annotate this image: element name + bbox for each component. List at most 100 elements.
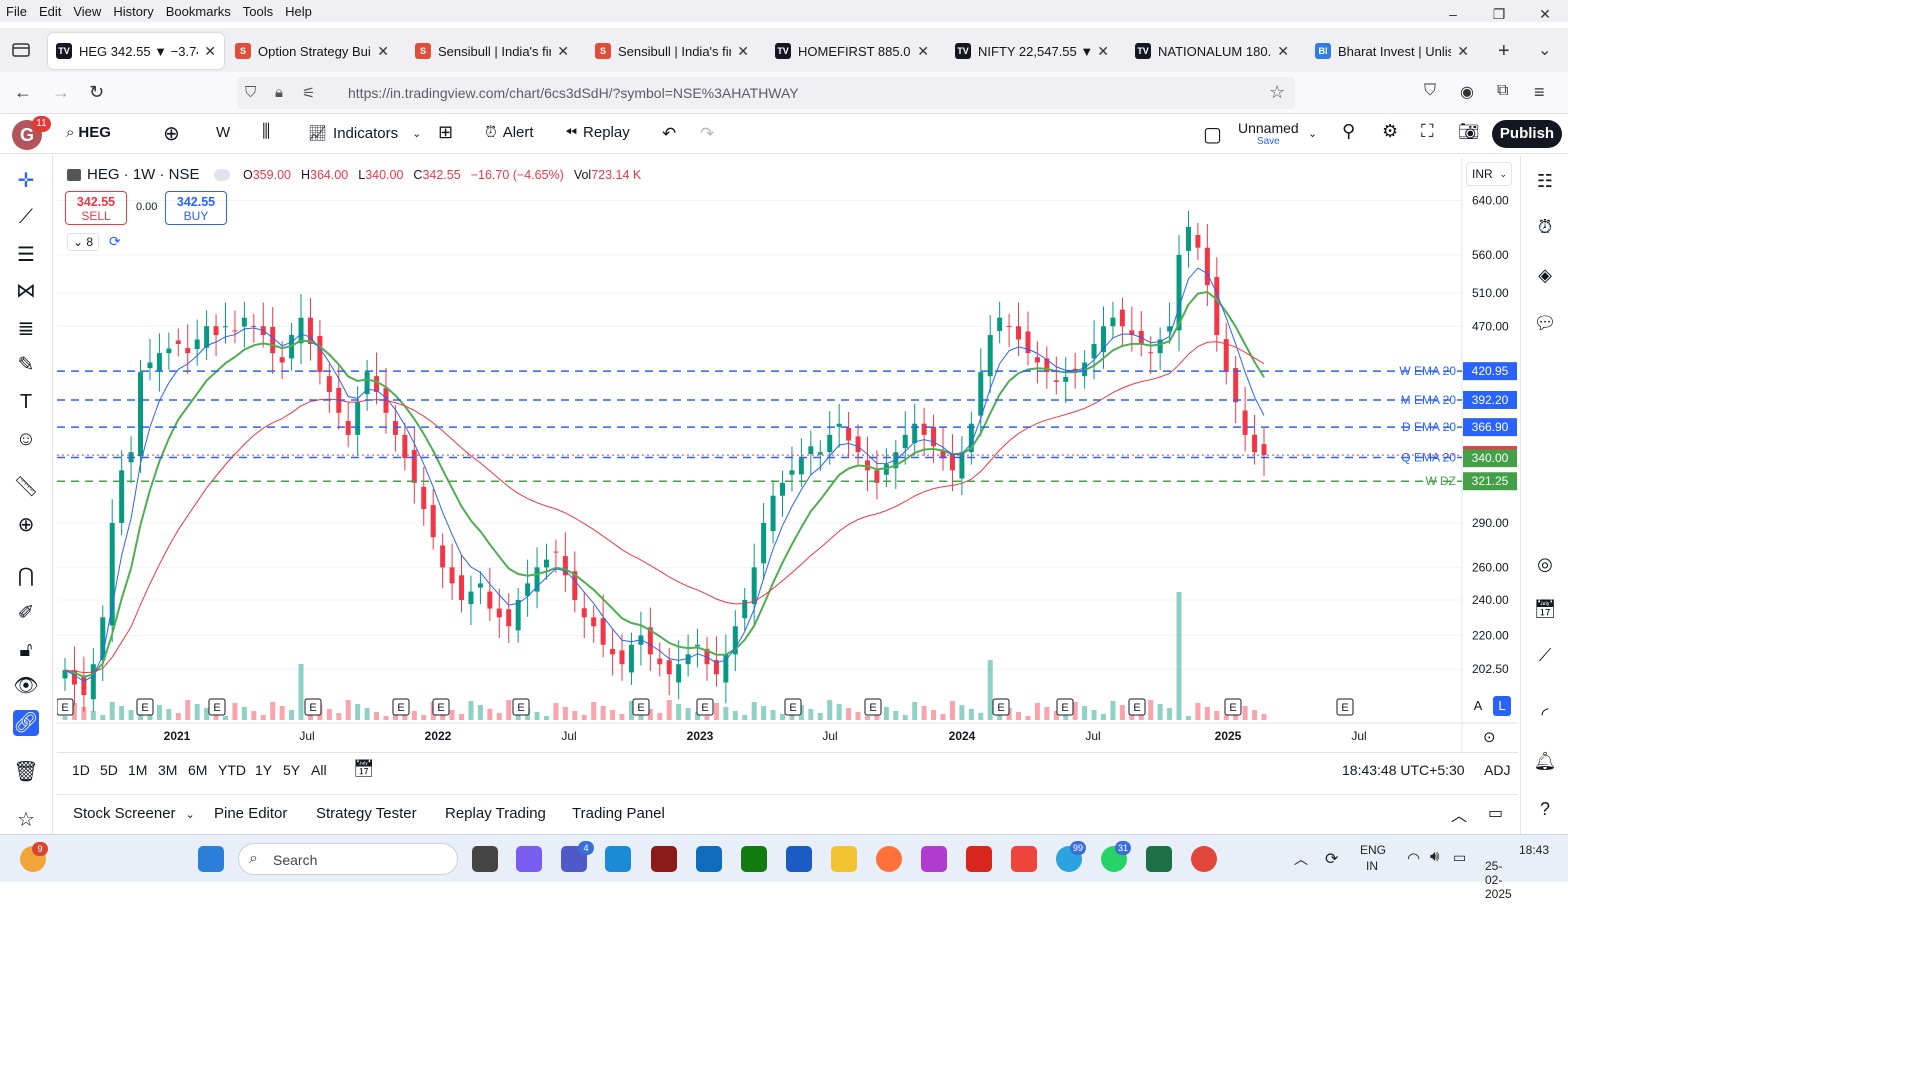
url-bar[interactable]: ⛉ 🔒︎ ⚟ https://in.tradingview.com/chart/…	[237, 77, 1295, 109]
language-label[interactable]: ENG	[1360, 843, 1387, 857]
chart-type-icon[interactable]: ⫼	[262, 121, 271, 141]
menu-edit[interactable]: Edit	[38, 3, 62, 19]
ruler-icon[interactable]: 📏︎	[13, 476, 39, 498]
store-icon[interactable]	[786, 846, 812, 872]
trendline-icon[interactable]: ⟋	[19, 206, 33, 228]
target-icon[interactable]: ◎	[1537, 554, 1553, 574]
trash-icon[interactable]: 🗑︎	[13, 761, 39, 783]
currency-select[interactable]: INR ⌄	[1466, 162, 1512, 186]
maximize-panel-icon[interactable]: ▭	[1488, 805, 1504, 822]
range-6m[interactable]: 6M	[188, 762, 208, 778]
eye-icon[interactable]: 👁︎	[13, 675, 39, 697]
account-icon[interactable]: ◉	[1460, 84, 1474, 101]
range-ytd[interactable]: YTD	[218, 762, 246, 778]
adjust-button[interactable]: ADJ	[1484, 762, 1511, 778]
horizontal-lines-icon[interactable]: ☰	[17, 244, 35, 266]
forward-icon[interactable]: →	[52, 82, 70, 102]
draw-lock-icon[interactable]: ✐	[17, 602, 35, 624]
tab-overflow-button[interactable]: ⌄	[1538, 42, 1552, 59]
camera-icon[interactable]: 📷︎	[1458, 122, 1480, 141]
close-window-button[interactable]: ✕	[1539, 6, 1551, 22]
magnet-icon[interactable]: ⋂	[17, 565, 35, 587]
zoom-in-icon[interactable]: ⊕	[17, 514, 35, 536]
firefox-icon[interactable]	[876, 846, 902, 872]
tab-replay-trading[interactable]: Replay Trading	[445, 805, 546, 822]
close-tab-icon[interactable]: ✕	[917, 42, 929, 59]
excel-icon[interactable]	[1146, 846, 1172, 872]
log-scale-button[interactable]: L	[1493, 696, 1511, 716]
anydesk-icon[interactable]	[1011, 846, 1037, 872]
emoji-icon[interactable]: ☺	[15, 428, 37, 450]
clock[interactable]: 18:43:48 UTC+5:30	[1342, 762, 1465, 778]
symbol-search-button[interactable]: ⌕ HEG	[66, 124, 111, 141]
indicators-button[interactable]: 📈︎ Indicators ⌄	[308, 124, 422, 143]
outlook-icon[interactable]	[696, 846, 722, 872]
range-1d[interactable]: 1D	[72, 762, 90, 778]
layouts-icon[interactable]: ⊞	[438, 122, 454, 142]
chrome-icon[interactable]	[1191, 846, 1217, 872]
restore-button[interactable]: ❐	[1492, 6, 1506, 22]
price-chart[interactable]: 640.00 560.00 510.00 470.00 290.00 260.00 240.…	[57, 158, 1518, 752]
extensions-icon[interactable]: ⧉	[1497, 82, 1509, 99]
layers-icon[interactable]: ◈	[1538, 265, 1552, 285]
publish-button[interactable]: Publish	[1492, 120, 1562, 148]
browser-tab[interactable]: S Sensibull | India's first Op ✕	[587, 33, 757, 69]
close-tab-icon[interactable]: ✕	[1457, 42, 1469, 59]
lock-icon[interactable]: 🔒︎	[275, 84, 283, 101]
battery-icon[interactable]: ▭	[1453, 849, 1467, 865]
close-tab-icon[interactable]: ✕	[737, 42, 749, 59]
new-tab-button[interactable]: +	[1498, 40, 1510, 62]
wifi-icon[interactable]: ◠	[1407, 850, 1421, 867]
fib-icon[interactable]: ≣	[17, 318, 35, 340]
signal-icon[interactable]: ◜	[1541, 704, 1549, 724]
sell-button[interactable]: 342.55 SELL	[65, 191, 127, 225]
notifications-bell-icon[interactable]: 🔔︎	[1533, 751, 1557, 771]
redo-icon[interactable]: ↷	[700, 124, 715, 143]
alert-button[interactable]: ⏰︎ Alert	[485, 124, 534, 141]
edge-icon[interactable]	[605, 846, 631, 872]
close-tab-icon[interactable]: ✕	[1097, 42, 1109, 59]
browser-tab[interactable]: TV NIFTY 22,547.55 ▼ −0. ✕	[947, 33, 1117, 69]
crosshair-icon[interactable]: ✛	[17, 170, 35, 192]
range-5y[interactable]: 5Y	[283, 762, 301, 778]
text-icon[interactable]: T	[19, 391, 33, 413]
quick-search-icon[interactable]: ⚲	[1342, 121, 1356, 141]
layout-name-button[interactable]: Unnamed Save	[1238, 120, 1299, 147]
sync-icon[interactable]: ⟳	[1325, 851, 1339, 868]
tab-pine-editor[interactable]: Pine Editor	[214, 805, 288, 822]
acrobat-icon[interactable]	[966, 846, 992, 872]
volume-icon[interactable]: 🔊︎	[1430, 848, 1440, 865]
tab-stock-screener[interactable]: Stock Screener ⌄	[73, 805, 195, 822]
close-tab-icon[interactable]: ✕	[377, 42, 389, 59]
language-region[interactable]: IN	[1366, 859, 1378, 873]
app-menu-icon[interactable]: ≡	[1534, 82, 1545, 102]
close-tab-icon[interactable]: ✕	[1277, 42, 1289, 59]
close-tab-icon[interactable]: ✕	[204, 42, 216, 59]
start-icon[interactable]	[198, 846, 224, 872]
task-view-icon[interactable]	[472, 846, 498, 872]
chevron-up-icon[interactable]: ︿	[1451, 808, 1468, 825]
favorites-star-icon[interactable]: ☆	[17, 809, 35, 831]
menu-tools[interactable]: Tools	[242, 3, 274, 19]
settings-icon[interactable]: ⚙	[1382, 121, 1399, 141]
menu-view[interactable]: View	[73, 3, 102, 19]
go-to-date-icon[interactable]: 📅︎	[353, 759, 375, 778]
range-1m[interactable]: 1M	[128, 762, 148, 778]
undo-icon[interactable]: ↶	[662, 124, 677, 143]
pine-icon[interactable]: ⟋	[1538, 645, 1552, 665]
menu-file[interactable]: File	[6, 3, 27, 19]
taskbar-search[interactable]: ⌕ Search	[238, 843, 458, 875]
bookmark-star-icon[interactable]: ☆	[1269, 82, 1286, 102]
compare-symbol-icon[interactable]: ⊕	[163, 123, 180, 145]
chevron-up-icon[interactable]: ︿	[1294, 851, 1308, 867]
legend-collapse-icon[interactable]	[213, 168, 230, 181]
browser-tab[interactable]: BI Bharat Invest | Unlisted ✕	[1307, 33, 1477, 69]
permissions-icon[interactable]: ⚟	[302, 85, 316, 102]
lock-icon[interactable]: 🔓︎	[19, 639, 33, 661]
buy-button[interactable]: 342.55 BUY	[165, 191, 227, 225]
browser-tab[interactable]: TV HEG 342.55 ▼ −3.74% ✕	[48, 33, 224, 69]
auto-scale-button[interactable]: A	[1473, 698, 1483, 713]
range-3m[interactable]: 3M	[158, 762, 178, 778]
pattern-icon[interactable]: ⋈	[16, 280, 36, 302]
refresh-icon[interactable]: ⟳	[109, 233, 121, 249]
